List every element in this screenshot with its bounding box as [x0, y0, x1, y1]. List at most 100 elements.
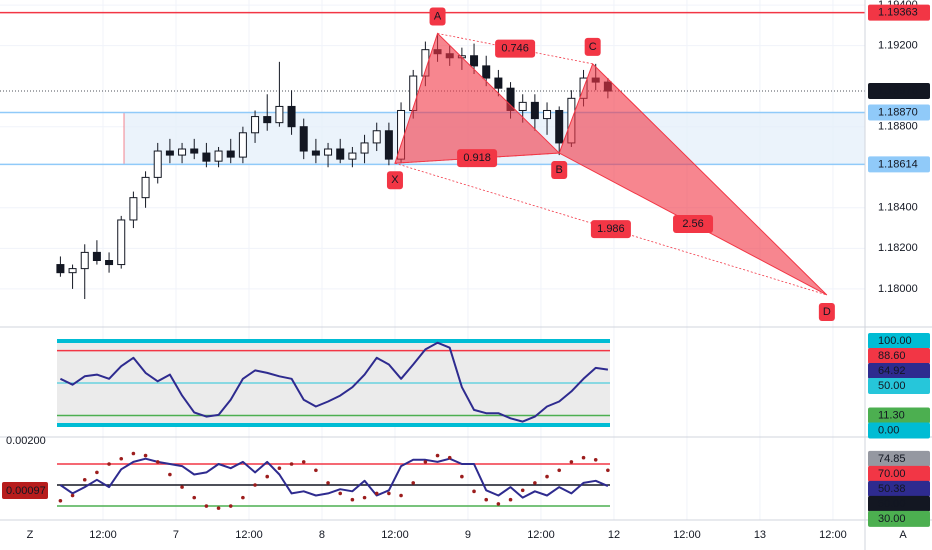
oscillator-pane	[57, 451, 610, 510]
candle-body	[80, 251, 89, 270]
series-line	[59, 457, 609, 499]
y-tick-label: 1.18400	[878, 202, 918, 214]
price-label-box	[868, 465, 930, 482]
point-box	[551, 161, 568, 180]
point-box	[584, 37, 601, 56]
price-pane: 0.746 0.918 1.986 2.56 X A B C D	[0, 7, 865, 321]
candle-body	[129, 197, 138, 221]
candle-body	[482, 65, 491, 79]
candle-body	[530, 101, 539, 120]
price-label: 74.85	[878, 453, 906, 465]
candle-body	[92, 251, 101, 262]
y-tick-label: 1.18800	[878, 121, 918, 133]
point-label: C	[589, 41, 597, 53]
dot	[326, 481, 330, 485]
x-tick-label: 12:00	[819, 529, 847, 541]
price-label: 1.19363	[878, 6, 918, 18]
price-label: 70.00	[878, 468, 906, 480]
price-label-box	[868, 363, 930, 380]
price-label-box	[868, 4, 930, 21]
icon-label[interactable]: Z	[27, 529, 34, 541]
candle-body	[226, 150, 235, 158]
y-tick-label: 1.18000	[878, 283, 918, 295]
price-label-box	[868, 495, 930, 512]
x-tick-label: 9	[465, 529, 471, 541]
ratio-box	[590, 220, 631, 239]
ratio-box	[495, 39, 536, 58]
dot	[423, 460, 428, 464]
point-box	[386, 171, 403, 190]
ratio-label: 2.56	[682, 218, 703, 230]
dot	[253, 483, 257, 487]
candle-body	[324, 148, 333, 156]
price-label-box	[868, 450, 930, 467]
dot	[460, 474, 464, 479]
candle-body	[311, 150, 320, 156]
candle-body	[165, 150, 174, 156]
candle-body	[263, 116, 272, 124]
dot	[411, 481, 416, 485]
pattern-ratio-line	[394, 152, 560, 164]
point-label: D	[823, 306, 831, 318]
y-tick-label: 1.18200	[878, 242, 918, 254]
dot	[606, 468, 610, 473]
dot	[70, 493, 75, 498]
price-label-box	[868, 333, 930, 350]
ratio-box	[457, 149, 498, 168]
price-label-box	[868, 422, 930, 439]
dot	[533, 481, 537, 485]
series-line	[59, 341, 609, 423]
dot	[192, 495, 197, 500]
x-tick-label: 8	[319, 529, 325, 541]
point-label: X	[391, 174, 399, 186]
icon-label[interactable]: A	[899, 529, 907, 541]
y-tick-label: 1.19200	[878, 40, 918, 52]
pattern-leg	[558, 62, 828, 296]
x-tick-label: 13	[754, 529, 766, 541]
dot	[95, 470, 99, 475]
candle-body	[494, 77, 503, 89]
dot	[435, 453, 440, 458]
dot	[387, 491, 391, 496]
point-box	[818, 302, 835, 321]
price-label-box	[868, 156, 930, 173]
dot	[107, 462, 111, 466]
price-label: 1.18614	[878, 158, 918, 170]
price-label-box	[868, 83, 930, 100]
dot	[520, 488, 525, 493]
candle-body	[299, 126, 308, 152]
x-tick-label: 12:00	[235, 529, 263, 541]
candle-body	[348, 152, 357, 160]
candle-body	[251, 116, 260, 134]
point-label: B	[556, 164, 563, 176]
price-label-box	[868, 348, 930, 365]
dot	[155, 460, 160, 464]
dot	[508, 497, 513, 502]
price-label: 1.18870	[878, 106, 918, 118]
dot	[204, 504, 209, 508]
dot	[472, 489, 476, 494]
dot	[374, 491, 379, 496]
price-label-box	[868, 510, 930, 527]
ratio-label: 0.746	[501, 43, 529, 55]
dot	[143, 453, 148, 458]
candle-body	[384, 130, 393, 160]
candle-body	[153, 150, 162, 178]
candle-body	[68, 268, 77, 274]
left-value-box	[2, 482, 48, 499]
candle-body	[287, 105, 296, 128]
dot	[399, 493, 403, 498]
dot	[484, 497, 489, 502]
dot	[569, 460, 574, 464]
price-label: 1.18976	[878, 85, 918, 97]
dot	[338, 491, 343, 496]
ratio-label: 0.918	[463, 152, 491, 164]
dot	[301, 460, 306, 464]
candle-body	[202, 152, 211, 162]
dot	[447, 455, 452, 460]
dot	[168, 472, 172, 477]
dot	[557, 468, 562, 473]
left-value-label: 0.00097	[6, 485, 46, 497]
dot	[350, 497, 355, 502]
